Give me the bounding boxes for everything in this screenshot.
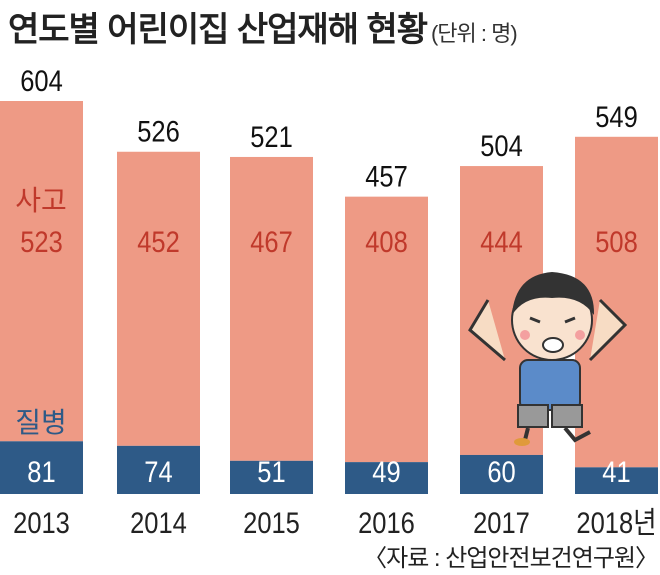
unit-label: (단위 : 명) [430, 21, 518, 46]
bar-disease [117, 445, 200, 494]
accident-value-label: 523 [20, 225, 63, 258]
bar-disease [575, 467, 658, 494]
total-label: 521 [250, 120, 293, 153]
title-text: 연도별 어린이집 산업재해 현황 [8, 11, 428, 49]
bar-accident [345, 196, 428, 463]
bar-accident [230, 156, 313, 461]
bar-disease [460, 454, 543, 494]
disease-value-label: 51 [257, 455, 285, 488]
accident-value-label: 508 [595, 225, 638, 258]
bar-disease [345, 462, 428, 494]
disease-value-label: 49 [372, 455, 400, 488]
disease-value-label: 81 [27, 455, 55, 488]
bar-accident [117, 151, 200, 446]
bar-disease [0, 441, 83, 494]
chart-title: 연도별 어린이집 산업재해 현황 (단위 : 명) [8, 2, 518, 51]
disease-value-label: 60 [487, 455, 515, 488]
total-label: 604 [20, 64, 63, 97]
total-label: 504 [480, 129, 523, 162]
accident-value-label: 467 [250, 225, 293, 258]
total-label: 526 [137, 115, 180, 148]
x-tick-label: 2014 [130, 506, 187, 539]
series-label-disease: 질병 [15, 407, 67, 438]
disease-value-label: 41 [602, 455, 630, 488]
accident-value-label: 444 [480, 225, 523, 258]
bar-disease [230, 460, 313, 494]
x-tick-label: 2017 [473, 506, 530, 539]
crying-boy-illustration [468, 272, 628, 446]
total-label: 549 [595, 100, 638, 133]
accident-value-label: 452 [137, 225, 180, 258]
series-label-accident: 사고 [15, 185, 67, 216]
x-tick-label: 2018년 [576, 506, 656, 539]
disease-value-label: 74 [144, 455, 172, 488]
x-tick-label: 2016 [358, 506, 415, 539]
source-note: 〈자료 : 산업안전보건연구원〉 [363, 545, 659, 572]
total-label: 457 [365, 160, 408, 193]
x-tick-label: 2013 [13, 506, 70, 539]
accident-value-label: 408 [365, 225, 408, 258]
x-tick-label: 2015 [243, 506, 300, 539]
bar-accident [0, 101, 83, 442]
